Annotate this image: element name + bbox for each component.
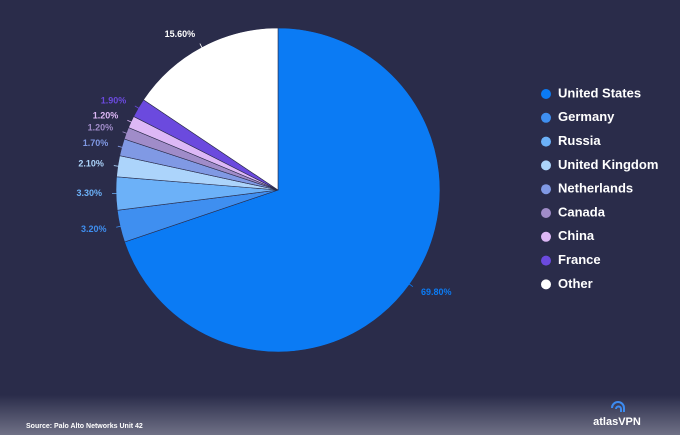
source: Source: Palo Alto Networks Unit 42 [26,423,143,430]
footer-band [0,395,680,435]
data-label: 15.60% [165,29,196,39]
leader-line [113,165,120,167]
legend-swatch [541,160,551,171]
data-label: 1.20% [88,123,114,133]
leader-line [127,119,133,124]
leader-line [199,43,204,50]
leader-line [116,225,123,228]
data-label: 3.30% [77,188,103,198]
legend-swatch [541,184,551,195]
legend-label: Canada [558,204,606,219]
leader-line [134,105,141,110]
legend-label: France [558,252,601,267]
data-label: 1.70% [83,138,109,148]
leader-line [122,131,129,135]
legend-label: China [558,228,595,243]
logo-icon [611,401,625,412]
data-label: 1.90% [101,95,127,105]
data-label: 3.20% [81,224,107,234]
legend-swatch [541,136,551,147]
data-label: 2.10% [78,158,104,168]
legend-swatch [541,112,551,123]
data-label: 69.80% [421,287,452,297]
legend-label: Netherlands [558,181,633,196]
legend-label: Germany [558,109,615,124]
legend-label: United States [558,85,641,100]
leader-line [117,145,124,149]
data-label: 1.20% [93,110,119,120]
legend-swatch [541,279,551,290]
logo-text: atlasVPN [593,416,641,428]
leader-line [407,282,414,288]
legend-label: Russia [558,133,601,148]
legend-swatch [541,89,551,99]
legend-swatch [541,255,551,266]
legend-label: United Kingdom [558,157,658,172]
legend-swatch [541,208,551,218]
legend-label: Other [558,276,593,291]
legend-swatch [541,231,551,242]
